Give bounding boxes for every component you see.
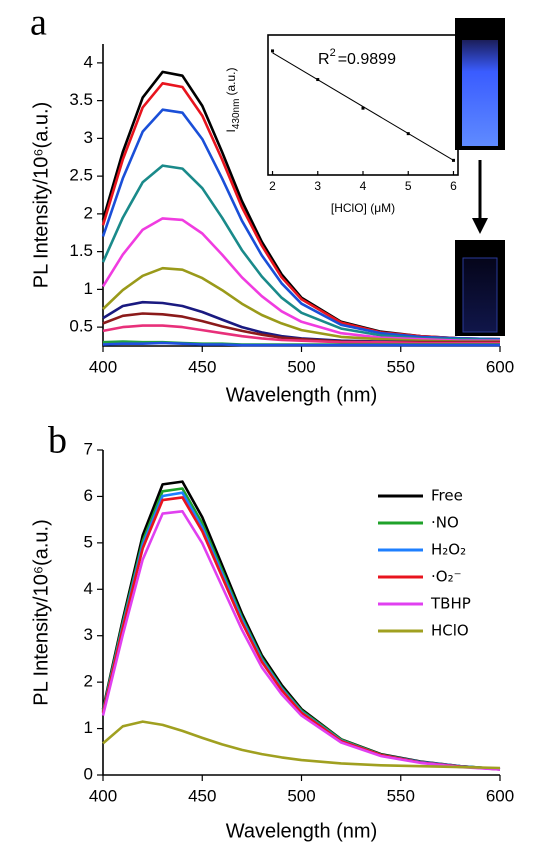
y-tick-label: 5 — [84, 532, 93, 551]
data-point — [451, 158, 455, 162]
r-squared: R2 =0.9899 — [318, 47, 396, 68]
x-tick-label: 600 — [486, 786, 514, 805]
x-tick-label: 450 — [188, 357, 216, 376]
x-tick-label: 400 — [89, 357, 117, 376]
x-tick-label: 500 — [287, 357, 315, 376]
x-tick-label: 550 — [387, 357, 415, 376]
label-part: R — [318, 51, 330, 68]
y-tick-label: 7 — [84, 439, 93, 458]
x-tick-label: 3 — [314, 179, 321, 193]
label-part: I — [224, 129, 238, 132]
y-axis-label: PL Intensity/10⁶(a.u.) — [30, 102, 52, 288]
y-tick-label: 0.5 — [69, 317, 93, 336]
y-tick-label: 6 — [84, 486, 93, 505]
y-tick-label: 2 — [84, 203, 93, 222]
panel-label: a — [30, 2, 47, 44]
x-tick-label: 500 — [287, 786, 315, 805]
legend-label: ·NO — [431, 514, 459, 532]
spectrum-line — [101, 510, 501, 771]
x-tick-label: 4 — [360, 179, 367, 193]
data-point — [271, 49, 275, 53]
y-tick-label: 2 — [84, 672, 93, 691]
data-point — [406, 132, 410, 136]
x-axis-label: Wavelength (nm) — [226, 384, 378, 406]
x-tick-label: 550 — [387, 786, 415, 805]
spectrum-line — [101, 82, 501, 341]
x-tick-label: 450 — [188, 786, 216, 805]
y-axis-label: PL Intensity/10⁶(a.u.) — [30, 519, 52, 705]
spectrum-line — [102, 341, 500, 347]
spectrum-line — [102, 324, 500, 345]
y-tick-label: 1 — [84, 279, 93, 298]
y-tick-label: 4 — [84, 52, 93, 71]
spectrum-line — [101, 217, 500, 342]
x-axis-label: Wavelength (nm) — [226, 820, 378, 842]
y-tick-label: 2.5 — [69, 166, 93, 185]
cuvette-dark — [462, 257, 498, 333]
label-part: =0.9899 — [338, 51, 396, 68]
label-part: 430nm — [231, 99, 242, 130]
fit-line — [272, 52, 454, 161]
legend-label: H₂O₂ — [431, 541, 466, 559]
x-tick-label: 600 — [486, 357, 514, 376]
legend-label: ·O₂⁻ — [431, 568, 462, 586]
y-tick-label: 4 — [84, 579, 93, 598]
x-tick-label: 400 — [89, 786, 117, 805]
spectrum-line — [101, 164, 501, 342]
label-part: 2 — [330, 47, 336, 59]
label-part: (a.u.) — [224, 68, 238, 96]
spectrum-line — [102, 720, 501, 770]
y-tick-label: 0 — [84, 764, 93, 783]
data-point — [316, 78, 320, 82]
x-tick-label: 6 — [450, 179, 457, 193]
panel-label: b — [48, 420, 67, 462]
y-tick-label: 3.5 — [69, 90, 93, 109]
x-axis-label: [HClO] (μM) — [331, 201, 395, 215]
y-tick-label: 1 — [84, 718, 93, 737]
y-tick-label: 1.5 — [69, 241, 93, 260]
spectrum-line — [101, 108, 501, 341]
spectrum-line — [102, 266, 500, 343]
data-point — [361, 106, 365, 110]
y-tick-label: 3 — [84, 128, 93, 147]
x-tick-label: 5 — [405, 179, 412, 193]
legend-label: TBHP — [430, 595, 471, 613]
legend-label: HClO — [431, 622, 469, 640]
x-tick-label: 2 — [269, 179, 276, 193]
inset-y-label: I430nm (a.u.) — [224, 68, 241, 133]
cuvette-glow — [462, 40, 498, 146]
arrow-head — [472, 218, 488, 234]
y-tick-label: 3 — [84, 625, 93, 644]
legend-label: Free — [431, 487, 463, 505]
